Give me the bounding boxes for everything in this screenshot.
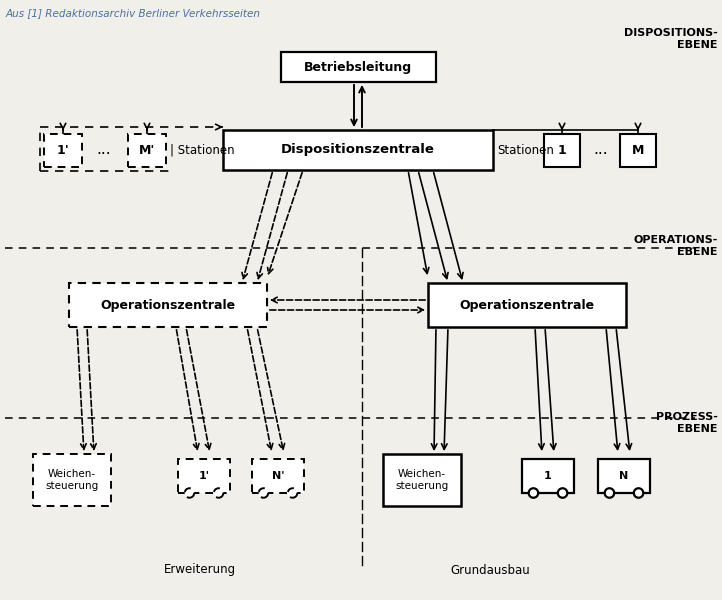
- Bar: [383, 454, 461, 506]
- Text: Grundausbau: Grundausbau: [450, 563, 530, 577]
- Bar: [281, 52, 435, 82]
- Bar: [44, 133, 82, 166]
- Circle shape: [634, 488, 643, 498]
- Bar: [544, 133, 580, 166]
- Text: PROZESS-
EBENE: PROZESS- EBENE: [656, 412, 718, 434]
- Bar: [428, 283, 626, 327]
- Circle shape: [288, 488, 297, 498]
- Circle shape: [214, 488, 223, 498]
- Circle shape: [185, 488, 194, 498]
- Text: M: M: [632, 143, 644, 157]
- Bar: [620, 133, 656, 166]
- Bar: [598, 459, 650, 493]
- Text: Betriebsleitung: Betriebsleitung: [304, 61, 412, 73]
- Text: N: N: [619, 471, 629, 481]
- Text: Dispositionszentrale: Dispositionszentrale: [281, 143, 435, 157]
- Text: M': M': [139, 143, 155, 157]
- Bar: [33, 454, 111, 506]
- Text: Weichen-
steuerung: Weichen- steuerung: [45, 469, 99, 491]
- Text: 1': 1': [199, 471, 209, 481]
- Bar: [128, 133, 166, 166]
- Text: Operationszentrale: Operationszentrale: [100, 298, 235, 311]
- Circle shape: [258, 488, 268, 498]
- Bar: [252, 459, 304, 493]
- Bar: [178, 459, 230, 493]
- Text: Erweiterung: Erweiterung: [164, 563, 236, 577]
- Circle shape: [529, 488, 538, 498]
- Text: Aus [1] Redaktionsarchiv Berliner Verkehrsseiten: Aus [1] Redaktionsarchiv Berliner Verkeh…: [6, 8, 261, 18]
- Text: 1: 1: [557, 143, 566, 157]
- Bar: [522, 459, 574, 493]
- Text: N': N': [271, 471, 284, 481]
- Text: ...: ...: [593, 142, 609, 157]
- Text: | Stationen: | Stationen: [170, 143, 235, 157]
- Bar: [69, 283, 267, 327]
- Text: Stationen: Stationen: [497, 143, 554, 157]
- Circle shape: [558, 488, 567, 498]
- Text: OPERATIONS-
EBENE: OPERATIONS- EBENE: [634, 235, 718, 257]
- Text: 1': 1': [56, 143, 69, 157]
- Text: Weichen-
steuerung: Weichen- steuerung: [396, 469, 448, 491]
- Bar: [223, 130, 493, 170]
- Text: ...: ...: [97, 142, 111, 157]
- Text: Operationszentrale: Operationszentrale: [459, 298, 594, 311]
- Circle shape: [605, 488, 614, 498]
- Text: 1: 1: [544, 471, 552, 481]
- Text: DISPOSITIONS-
EBENE: DISPOSITIONS- EBENE: [625, 28, 718, 50]
